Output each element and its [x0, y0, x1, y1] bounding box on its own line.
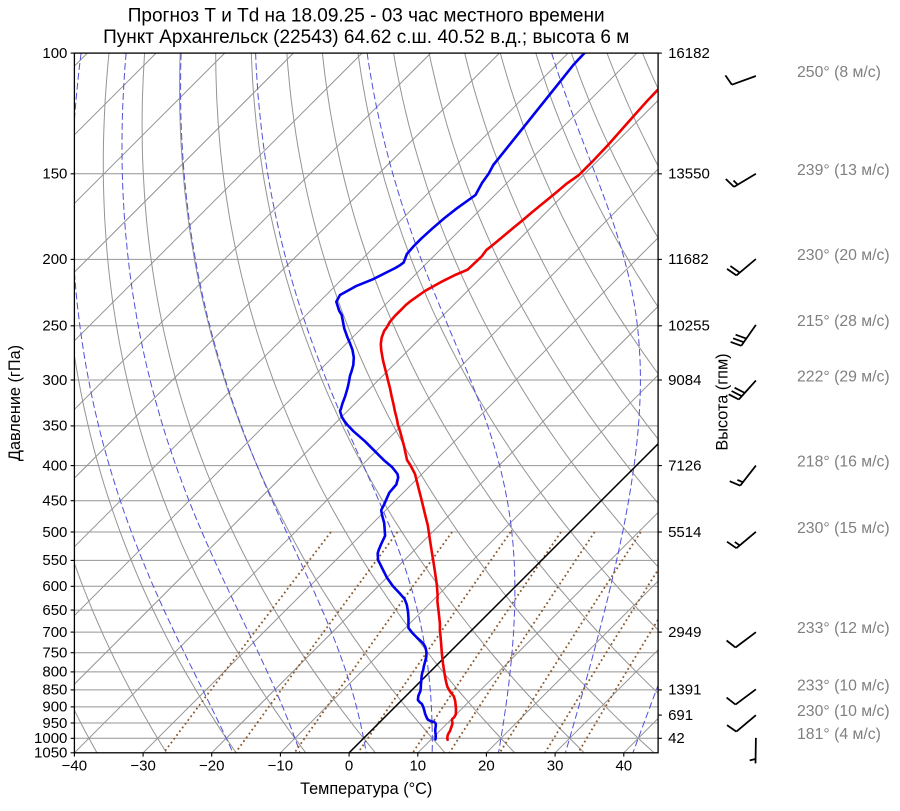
svg-text:Давление (гПа): Давление (гПа): [6, 345, 24, 461]
svg-text:−30: −30: [130, 757, 155, 774]
svg-text:−10: −10: [268, 757, 293, 774]
svg-text:40: 40: [615, 757, 632, 774]
svg-text:150: 150: [42, 166, 67, 183]
svg-text:10255: 10255: [668, 318, 710, 335]
svg-text:2949: 2949: [668, 624, 701, 641]
svg-text:230° (10 м/с): 230° (10 м/с): [797, 703, 890, 720]
svg-text:450: 450: [42, 493, 67, 510]
svg-text:11682: 11682: [668, 251, 709, 268]
svg-text:300: 300: [42, 372, 67, 389]
svg-text:700: 700: [42, 624, 67, 641]
svg-text:0: 0: [345, 757, 353, 774]
svg-text:−40: −40: [62, 757, 87, 774]
svg-text:Температура (°C): Температура (°C): [300, 780, 432, 798]
svg-text:250° (8 м/с): 250° (8 м/с): [797, 64, 881, 81]
svg-text:900: 900: [42, 699, 67, 716]
svg-text:100: 100: [42, 45, 67, 62]
svg-text:16182: 16182: [668, 45, 710, 62]
svg-text:650: 650: [42, 602, 67, 619]
svg-text:400: 400: [42, 457, 67, 474]
svg-text:750: 750: [42, 645, 67, 662]
svg-text:550: 550: [42, 552, 67, 569]
svg-text:230° (15 м/с): 230° (15 м/с): [797, 520, 890, 537]
svg-text:10: 10: [409, 757, 426, 774]
svg-text:20: 20: [478, 757, 495, 774]
svg-text:239° (13 м/с): 239° (13 м/с): [797, 162, 890, 179]
svg-text:222° (29 м/с): 222° (29 м/с): [797, 369, 890, 386]
svg-text:−20: −20: [199, 757, 224, 774]
svg-text:233° (12 м/с): 233° (12 м/с): [797, 620, 890, 637]
svg-text:230° (20 м/с): 230° (20 м/с): [797, 247, 890, 264]
svg-text:Прогноз Т и Td на 18.09.25 - 0: Прогноз Т и Td на 18.09.25 - 03 час мест…: [128, 6, 605, 27]
svg-text:7126: 7126: [668, 457, 701, 474]
svg-text:218° (16 м/с): 218° (16 м/с): [797, 454, 890, 471]
svg-text:1391: 1391: [668, 682, 701, 699]
svg-text:600: 600: [42, 578, 67, 595]
svg-text:200: 200: [42, 251, 67, 268]
svg-text:Высота (гпм): Высота (гпм): [714, 353, 732, 450]
svg-text:181° (4 м/с): 181° (4 м/с): [797, 726, 881, 743]
svg-text:500: 500: [42, 524, 67, 541]
svg-text:850: 850: [42, 682, 67, 699]
svg-text:691: 691: [668, 707, 693, 724]
svg-text:215° (28 м/с): 215° (28 м/с): [797, 313, 890, 330]
svg-text:233° (10 м/с): 233° (10 м/с): [797, 677, 890, 694]
svg-text:250: 250: [42, 318, 67, 335]
svg-text:9084: 9084: [668, 372, 701, 389]
svg-text:Пункт Архангельск (22543) 64.6: Пункт Архангельск (22543) 64.62 с.ш. 40.…: [103, 27, 629, 48]
svg-text:13550: 13550: [668, 166, 710, 183]
svg-text:800: 800: [42, 664, 67, 681]
svg-text:350: 350: [42, 418, 67, 435]
svg-text:30: 30: [547, 757, 564, 774]
svg-text:42: 42: [668, 730, 685, 747]
svg-text:5514: 5514: [668, 524, 701, 541]
